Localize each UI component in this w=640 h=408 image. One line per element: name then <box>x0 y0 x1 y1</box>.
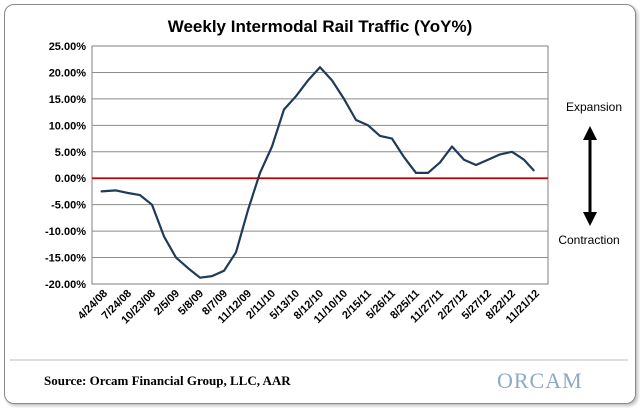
contraction-label: Contraction <box>558 233 619 247</box>
y-tick-label: 20.00% <box>49 67 87 79</box>
y-tick-label: -15.00% <box>45 253 86 265</box>
expansion-contraction-arrow-icon <box>583 126 597 226</box>
y-tick-label: -10.00% <box>45 226 86 238</box>
plot-area <box>91 45 549 285</box>
series-layer <box>100 66 535 279</box>
y-tick-label: 25.00% <box>49 41 87 53</box>
x-axis: 4/24/087/24/0810/23/082/5/095/8/098/7/09… <box>76 288 542 327</box>
source-text: Source: Orcam Financial Group, LLC, AAR <box>44 373 291 388</box>
x-tick-label: 2/5/09 <box>152 288 182 318</box>
chart-frame <box>4 4 636 404</box>
y-tick-label: 5.00% <box>55 147 86 159</box>
y-tick-label: 15.00% <box>49 94 87 106</box>
y-tick-label: -5.00% <box>51 200 86 212</box>
expansion-label: Expansion <box>566 100 622 114</box>
chart-title: Weekly Intermodal Rail Traffic (YoY%) <box>168 17 473 36</box>
orcam-logo: ORCAM <box>497 368 583 393</box>
series-line-rail-traffic <box>100 66 535 279</box>
y-tick-label: 10.00% <box>49 120 87 132</box>
x-tick-label: 5/8/09 <box>176 288 206 318</box>
y-axis: 25.00% 20.00% 15.00% 10.00% 5.00% 0.00% -5.00%… <box>45 41 86 291</box>
y-tick-label: 0.00% <box>55 173 86 185</box>
y-tick-label: -20.00% <box>45 279 86 291</box>
